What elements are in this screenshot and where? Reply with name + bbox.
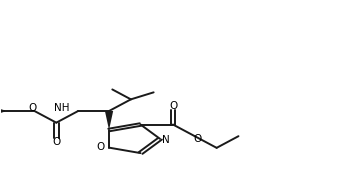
Text: O: O: [52, 137, 61, 147]
Polygon shape: [105, 111, 113, 130]
Text: O: O: [29, 103, 37, 113]
Text: NH: NH: [54, 103, 70, 113]
Text: O: O: [193, 134, 202, 145]
Text: O: O: [170, 101, 178, 111]
Text: N: N: [162, 135, 170, 145]
Text: O: O: [96, 142, 104, 152]
